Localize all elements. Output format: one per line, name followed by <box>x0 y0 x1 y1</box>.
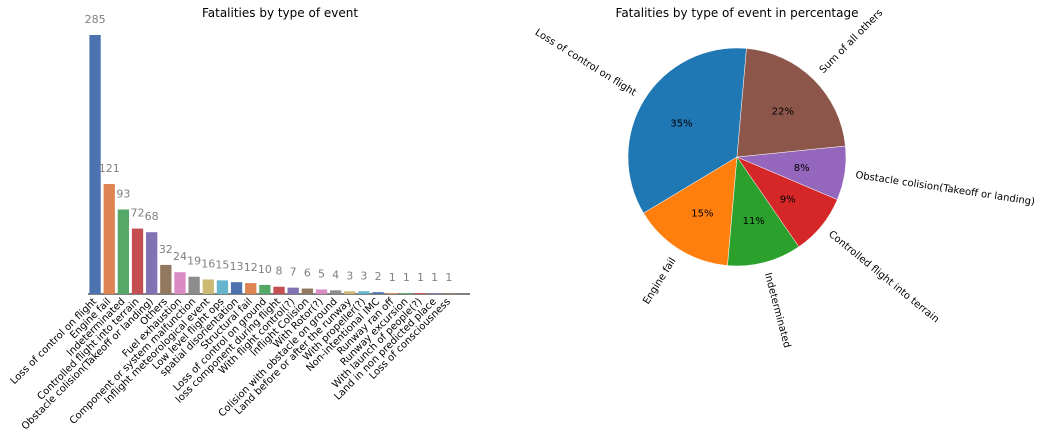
bar-value-label-4: 72 <box>131 207 145 220</box>
bar-1 <box>89 35 101 294</box>
pie-slice-3 <box>727 156 800 267</box>
bar-9 <box>202 279 214 294</box>
bar-value-label-26: 1 <box>445 271 452 284</box>
bar-22 <box>386 293 398 294</box>
bar-23 <box>400 293 413 294</box>
bar-value-label-12: 12 <box>244 261 258 274</box>
bar-value-label-13: 10 <box>258 263 272 276</box>
pie-category-label-4: Controlled flight into terrain <box>826 229 941 325</box>
bar-value-label-18: 4 <box>332 268 339 281</box>
bar-14 <box>273 286 285 294</box>
bar-11 <box>230 282 243 294</box>
bar-12 <box>245 283 257 294</box>
bar-value-label-20: 3 <box>360 269 367 282</box>
bar-6 <box>160 264 172 294</box>
bar-value-label-8: 19 <box>187 255 201 268</box>
pie-percent-label-2: 15% <box>691 208 713 219</box>
pie-percent-label-4: 9% <box>780 194 796 205</box>
bar-group <box>89 35 455 294</box>
pie-chart: Fatalities by type of event in percentag… <box>533 6 1036 349</box>
bar-value-label-3: 93 <box>116 187 130 200</box>
bar-value-label-17: 5 <box>318 267 325 280</box>
bar-5 <box>146 232 158 294</box>
bar-value-label-15: 7 <box>290 266 297 279</box>
bar-value-label-24: 1 <box>417 271 424 284</box>
bar-15 <box>287 287 299 294</box>
bar-20 <box>358 291 370 294</box>
bar-26 <box>443 293 455 294</box>
pie-slice-group <box>627 47 847 267</box>
bar-value-label-6: 32 <box>159 243 173 256</box>
pie-percent-label-1: 35% <box>670 118 692 129</box>
bar-16 <box>301 288 313 294</box>
bar-25 <box>429 293 441 294</box>
pie-category-label-3: Indeterminated <box>762 272 792 349</box>
pie-category-label-1: Loss of control on flight <box>533 27 638 98</box>
pie-chart-title: Fatalities by type of event in percentag… <box>616 6 859 20</box>
pie-percent-label-3: 11% <box>743 216 765 227</box>
pie-slice-1 <box>627 47 747 214</box>
bar-19 <box>344 291 356 294</box>
bar-4 <box>131 228 144 294</box>
pie-percent-label-5: 8% <box>794 163 810 174</box>
bar-21 <box>372 292 384 294</box>
bar-value-label-9: 16 <box>201 257 215 270</box>
bar-3 <box>117 209 130 294</box>
bar-7 <box>174 272 186 294</box>
bar-value-label-21: 2 <box>375 270 382 283</box>
pie-slice-6 <box>736 48 846 158</box>
bar-value-label-23: 1 <box>403 271 410 284</box>
bar-17 <box>315 289 328 294</box>
bar-chart-title: Fatalities by type of event <box>202 6 358 20</box>
bar-24 <box>414 293 427 294</box>
bar-value-label-14: 8 <box>276 265 283 278</box>
bar-10 <box>216 280 229 294</box>
bar-value-label-25: 1 <box>431 271 438 284</box>
pie-category-label-5: Obstacle colision(Takeoff or landing) <box>855 170 1036 208</box>
bar-value-label-2: 121 <box>99 162 120 175</box>
bar-value-label-19: 3 <box>346 269 353 282</box>
bar-value-label-5: 68 <box>145 210 159 223</box>
pie-category-label-2: Engine fail <box>641 256 678 306</box>
bar-value-label-16: 6 <box>304 267 311 280</box>
pie-slice-2 <box>643 156 738 266</box>
bar-value-label-7: 24 <box>173 250 187 263</box>
bar-value-label-11: 13 <box>230 260 244 273</box>
bar-value-label-10: 15 <box>215 258 229 271</box>
pie-percent-label-6: 22% <box>772 106 794 117</box>
bar-18 <box>329 290 342 294</box>
pie-percent-labels: 35% 15% 11% 9% 8% 22% <box>670 106 809 227</box>
bar-2 <box>103 184 115 294</box>
bar-8 <box>188 276 200 294</box>
bar-13 <box>259 284 271 294</box>
bar-value-label-22: 1 <box>389 271 396 284</box>
bar-value-label-1: 285 <box>85 13 106 26</box>
